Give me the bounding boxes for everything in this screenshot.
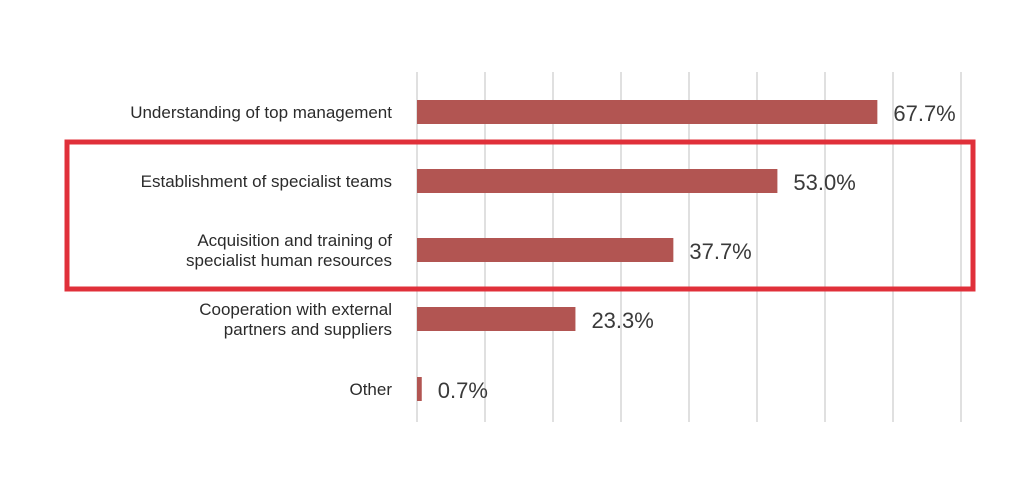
category-label: Understanding of top management xyxy=(130,103,392,122)
bar xyxy=(417,377,422,401)
highlight-box xyxy=(64,139,976,292)
bars xyxy=(417,100,878,401)
highlight-group xyxy=(64,139,976,292)
bar xyxy=(417,307,576,331)
value-label: 53.0% xyxy=(793,170,855,195)
value-label: 37.7% xyxy=(689,239,751,264)
value-label: 0.7% xyxy=(438,378,488,403)
bar xyxy=(417,169,778,193)
bar xyxy=(417,238,674,262)
value-labels: 67.7% 53.0% 37.7% 23.3% 0.7% xyxy=(438,101,956,403)
category-labels: Understanding of top management Establish… xyxy=(130,103,392,399)
category-label: partners and suppliers xyxy=(224,320,392,339)
value-label: 23.3% xyxy=(591,308,653,333)
category-label: Acquisition and training of xyxy=(197,231,392,250)
bar xyxy=(417,100,878,124)
grid-lines xyxy=(416,72,962,422)
category-label: specialist human resources xyxy=(186,251,392,270)
category-label: Cooperation with external xyxy=(199,300,392,319)
category-label: Establishment of specialist teams xyxy=(141,172,392,191)
value-label: 67.7% xyxy=(893,101,955,126)
category-label: Other xyxy=(349,380,392,399)
